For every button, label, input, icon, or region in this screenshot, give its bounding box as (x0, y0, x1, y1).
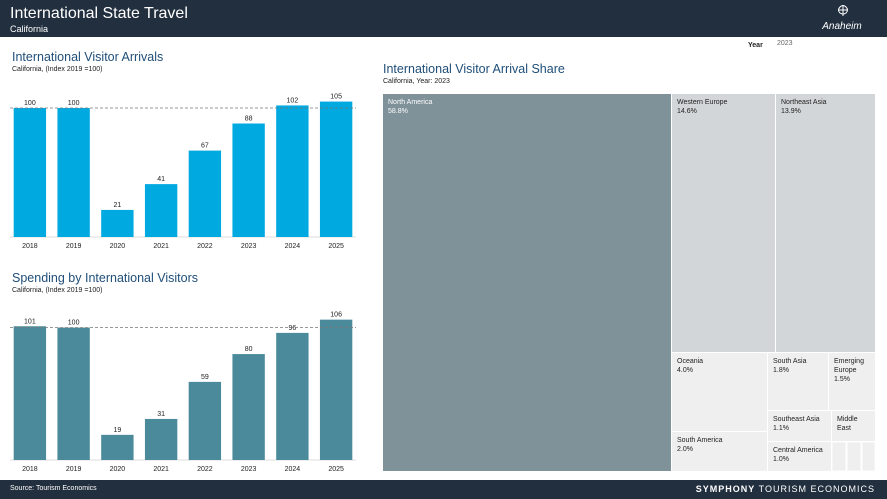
arrivals-bar (276, 105, 309, 237)
treemap-small-tile (831, 441, 847, 471)
spending-bar-label: 101 (24, 318, 36, 325)
arrivals-chart-title: International Visitor Arrivals (12, 50, 164, 64)
arrivals-bar (319, 101, 353, 237)
arrivals-bar (57, 108, 90, 237)
arrivals-x-tick: 2024 (285, 243, 301, 250)
share-chart-title: International Visitor Arrival Share (383, 62, 565, 76)
spending-x-tick: 2019 (66, 466, 82, 473)
spending-bar (188, 381, 222, 460)
spending-bar-label: 80 (245, 346, 253, 353)
arrivals-bar-label: 100 (24, 100, 36, 107)
spending-bar-label: 96 (288, 325, 296, 332)
treemap-tile-emerging-europe (829, 353, 875, 410)
page-title: International State Travel (10, 5, 188, 22)
spending-x-tick: 2018 (22, 466, 38, 473)
header-bar: International State Travel California An… (0, 0, 887, 37)
arrivals-x-tick: 2023 (241, 243, 257, 250)
spending-bar (101, 434, 134, 460)
arrivals-bar-label: 105 (330, 94, 342, 101)
spending-bar (144, 418, 178, 460)
treemap-label-northeast-asia: Northeast Asia 13.9% (781, 99, 827, 115)
arrivals-bar-chart: 100 2018 100 2019 21 2020 41 2021 67 2022 88 2023 10… (10, 94, 356, 250)
spending-chart-title: Spending by International Visitors (12, 271, 198, 285)
brand-mark: SYMPHONY TOURISM ECONOMICS (696, 484, 875, 494)
arrivals-bar (101, 209, 134, 237)
treemap-tile-south-america (672, 432, 767, 471)
brand-name: SYMPHONY (695, 484, 756, 494)
source-note: Source: Tourism Economics (10, 485, 97, 492)
logo-text: Anaheim (821, 21, 861, 32)
year-filter-value[interactable]: 2023 (777, 40, 793, 47)
treemap-label-southeast-asia: Southeast Asia 1.1% (773, 416, 820, 432)
treemap-small-tile (861, 441, 875, 471)
arrivals-bar-label: 41 (157, 176, 165, 183)
arrivals-chart-subtitle: California, (Index 2019 =100) (12, 66, 103, 73)
treemap-label-south-america: South America 2.0% (677, 437, 723, 453)
spending-bar-label: 19 (113, 427, 121, 434)
spending-x-tick: 2025 (328, 466, 344, 473)
spending-bar (232, 354, 265, 460)
spending-bar (57, 327, 90, 460)
arrivals-x-tick: 2018 (22, 243, 38, 250)
treemap-tile-northeast-asia (776, 94, 875, 352)
treemap-label-south-asia: South Asia 1.8% (773, 358, 807, 374)
spending-bar (319, 319, 353, 460)
treemap-label-western-europe: Western Europe 14.6% (677, 99, 728, 115)
arrivals-x-tick: 2022 (197, 243, 213, 250)
arrivals-x-tick: 2020 (110, 243, 126, 250)
footer-bar: Source: Tourism Economics SYMPHONY TOURI… (0, 480, 887, 499)
spending-x-tick: 2023 (241, 466, 257, 473)
arrivals-x-tick: 2019 (66, 243, 82, 250)
treemap-tile-western-europe (672, 94, 775, 352)
spending-bar-label: 100 (68, 320, 80, 327)
page-subtitle: California (10, 24, 49, 34)
spending-x-tick: 2021 (153, 466, 169, 473)
treemap-small-tile (846, 441, 862, 471)
arrivals-bar (232, 123, 265, 237)
treemap-tile-north-america (383, 94, 671, 471)
spending-x-tick: 2020 (110, 466, 126, 473)
arrivals-bar-label: 88 (245, 116, 253, 123)
arrivals-bar (13, 108, 47, 237)
spending-x-tick: 2022 (197, 466, 213, 473)
treemap-label-central-america: Central America 1.0% (773, 447, 823, 463)
year-filter-label: Year (748, 42, 763, 49)
spending-bar-chart: 101 2018 100 2019 19 2020 31 2021 59 2022 80 2023 96… (10, 312, 356, 473)
treemap-tile-central-america (768, 442, 831, 471)
spending-bar (276, 332, 309, 460)
spending-x-tick: 2024 (285, 466, 301, 473)
arrivals-bar (188, 150, 222, 237)
brand-company: TOURISM ECONOMICS (758, 484, 875, 494)
spending-bar-label: 106 (330, 312, 342, 319)
spending-bar-label: 31 (157, 411, 165, 418)
arrivals-bar-label: 100 (68, 100, 80, 107)
treemap-tile-south-asia (768, 353, 828, 410)
arrivals-bar-label: 21 (113, 202, 121, 209)
treemap-tile-oceania (672, 353, 767, 431)
treemap-label-north-america: North America 58.8% (388, 99, 432, 115)
spending-chart-subtitle: California, (Index 2019 =100) (12, 287, 103, 294)
treemap-label-oceania: Oceania 4.0% (677, 358, 703, 374)
treemap-tile-southeast-asia (768, 411, 831, 441)
anaheim-logo: Anaheim (821, 5, 862, 32)
treemap-label-emerging-europe: Emerging Europe 1.5% (834, 358, 864, 383)
treemap-tile-middle-east (832, 411, 875, 441)
treemap-label-middle-east: Middle East (837, 416, 858, 432)
arrivals-bar (144, 184, 178, 237)
arrivals-bar-label: 67 (201, 143, 209, 150)
spending-bar-label: 59 (201, 374, 209, 381)
spending-bar (13, 326, 47, 460)
arrivals-x-tick: 2021 (153, 243, 169, 250)
arrivals-bar-label: 102 (287, 97, 299, 104)
arrivals-x-tick: 2025 (328, 243, 344, 250)
arrival-share-treemap: North America 58.8% Western Europe 14.6% Nor… (383, 94, 875, 471)
share-chart-subtitle: California, Year: 2023 (383, 78, 450, 85)
